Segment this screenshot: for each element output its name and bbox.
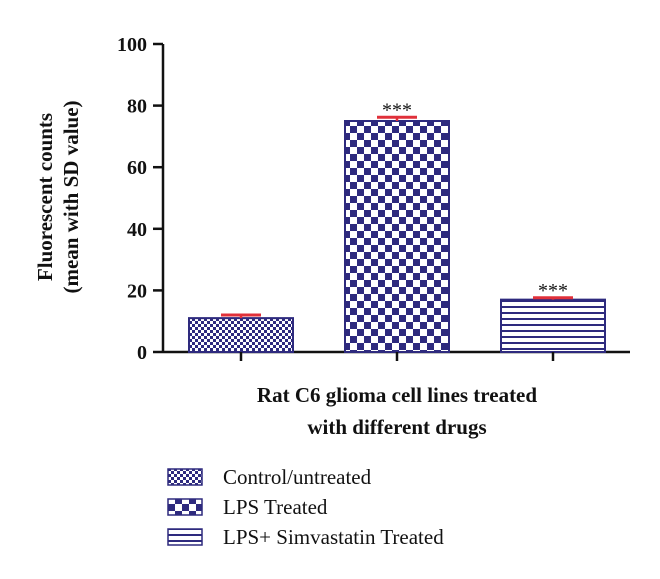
significance-labels: *** *** <box>382 99 568 301</box>
legend-item-1: Control/untreated <box>167 465 372 489</box>
significance-label-2: *** <box>382 99 412 121</box>
legend-item-3: LPS+ Simvastatin Treated <box>167 525 444 549</box>
bar-1 <box>188 317 294 353</box>
x-axis-title-line2: with different drugs <box>307 415 486 439</box>
error-bar-2 <box>377 115 417 121</box>
bars <box>188 120 606 361</box>
legend-swatch <box>167 528 203 546</box>
y-tick-label: 0 <box>137 342 147 364</box>
bar-3 <box>500 298 606 354</box>
y-tick-label: 60 <box>127 157 147 179</box>
x-axis-title-line1: Rat C6 glioma cell lines treated <box>257 383 537 407</box>
legend-label: Control/untreated <box>223 465 372 489</box>
legend: Control/untreated LPS Treated LPS+ Simvast… <box>167 465 444 549</box>
significance-label-3: *** <box>538 280 568 302</box>
error-bar-1 <box>221 313 261 319</box>
y-tick-label: 100 <box>117 34 147 56</box>
legend-label: LPS Treated <box>223 495 328 519</box>
bar-2 <box>344 120 450 353</box>
legend-swatch <box>167 468 203 486</box>
legend-label: LPS+ Simvastatin Treated <box>223 525 444 549</box>
y-ticks: 0 20 40 60 80 100 <box>117 34 163 364</box>
error-bars <box>221 115 573 319</box>
y-axis-title-line1: Fluorescent counts <box>33 113 57 281</box>
y-axis-title-line2: (mean with SD value) <box>59 100 83 293</box>
legend-swatch <box>167 498 203 516</box>
y-tick-label: 80 <box>127 96 147 118</box>
legend-item-2: LPS Treated <box>167 495 328 519</box>
error-bar-3 <box>533 296 573 300</box>
y-tick-label: 20 <box>127 280 147 302</box>
y-tick-label: 40 <box>127 219 147 241</box>
